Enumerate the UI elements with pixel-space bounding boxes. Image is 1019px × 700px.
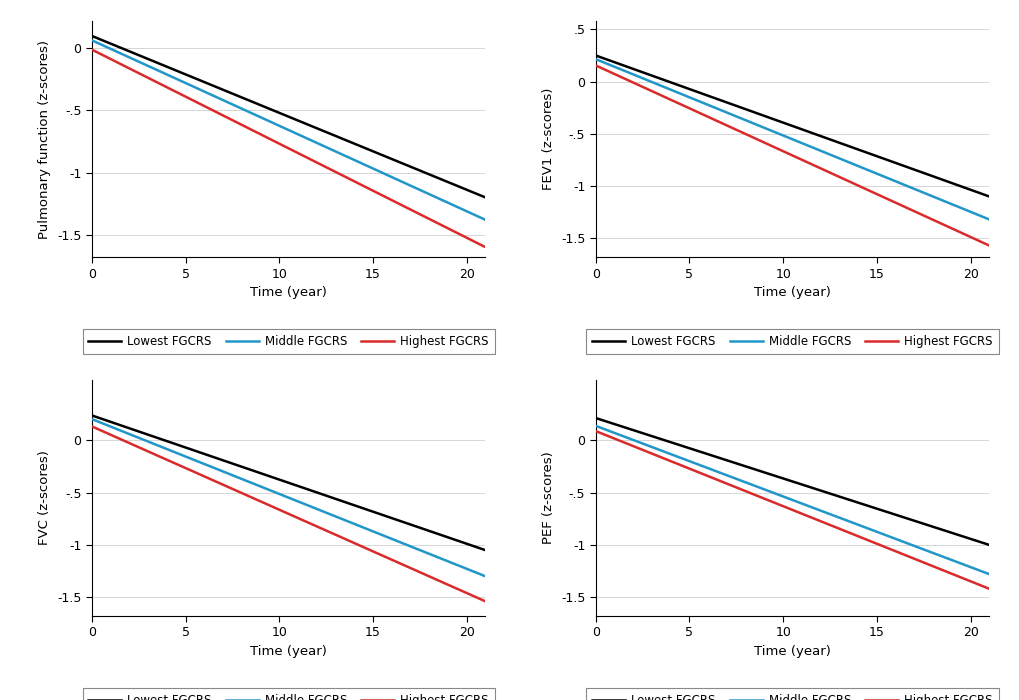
Y-axis label: FVC (z-scores): FVC (z-scores) [39,451,51,545]
Legend: Lowest FGCRS, Middle FGCRS, Highest FGCRS: Lowest FGCRS, Middle FGCRS, Highest FGCR… [586,688,998,700]
X-axis label: Time (year): Time (year) [250,645,327,658]
Legend: Lowest FGCRS, Middle FGCRS, Highest FGCRS: Lowest FGCRS, Middle FGCRS, Highest FGCR… [83,688,494,700]
Y-axis label: FEV1 (z-scores): FEV1 (z-scores) [542,88,554,190]
X-axis label: Time (year): Time (year) [753,286,830,299]
X-axis label: Time (year): Time (year) [250,286,327,299]
Legend: Lowest FGCRS, Middle FGCRS, Highest FGCRS: Lowest FGCRS, Middle FGCRS, Highest FGCR… [586,329,998,354]
Y-axis label: PEF (z-scores): PEF (z-scores) [542,452,554,545]
Legend: Lowest FGCRS, Middle FGCRS, Highest FGCRS: Lowest FGCRS, Middle FGCRS, Highest FGCR… [83,329,494,354]
Y-axis label: Pulmonary function (z-scores): Pulmonary function (z-scores) [39,40,51,239]
X-axis label: Time (year): Time (year) [753,645,830,658]
